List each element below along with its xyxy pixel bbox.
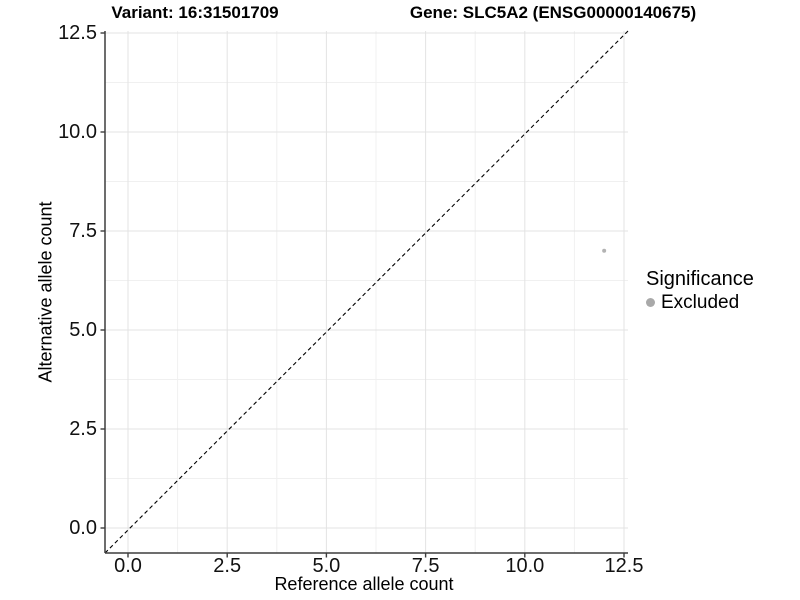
plot-title-gene: Gene: SLC5A2 (ENSG00000140675) [409, 3, 697, 22]
y-axis-title: Alternative allele count [35, 201, 56, 383]
x-tick-label: 2.5 [213, 555, 242, 577]
legend-item: Excluded [646, 292, 754, 313]
legend-item-label: Excluded [661, 292, 740, 313]
x-axis-title: Reference allele count [274, 574, 454, 594]
identity-reference-line [104, 30, 629, 554]
y-tick-label: 7.5 [69, 220, 97, 242]
y-tick-label: 12.5 [58, 22, 97, 44]
y-tick-label: 5.0 [69, 319, 97, 341]
y-tick-label: 0.0 [69, 517, 97, 539]
x-tick-label: 5.0 [312, 555, 341, 577]
y-tick-label: 10.0 [58, 121, 97, 143]
legend-items: Excluded [646, 292, 754, 313]
data-point [602, 248, 607, 253]
x-tick-label: 10.0 [505, 555, 545, 577]
circle-icon [646, 298, 655, 307]
x-tick-label: 7.5 [411, 555, 440, 577]
legend: Significance Excluded [646, 268, 754, 313]
x-tick-label: 0.0 [114, 555, 142, 577]
legend-title: Significance [646, 268, 754, 290]
y-tick-label: 2.5 [69, 418, 97, 440]
plot-title-variant: Variant: 16:31501709 [111, 3, 279, 22]
x-tick-label: 12.5 [604, 555, 644, 577]
